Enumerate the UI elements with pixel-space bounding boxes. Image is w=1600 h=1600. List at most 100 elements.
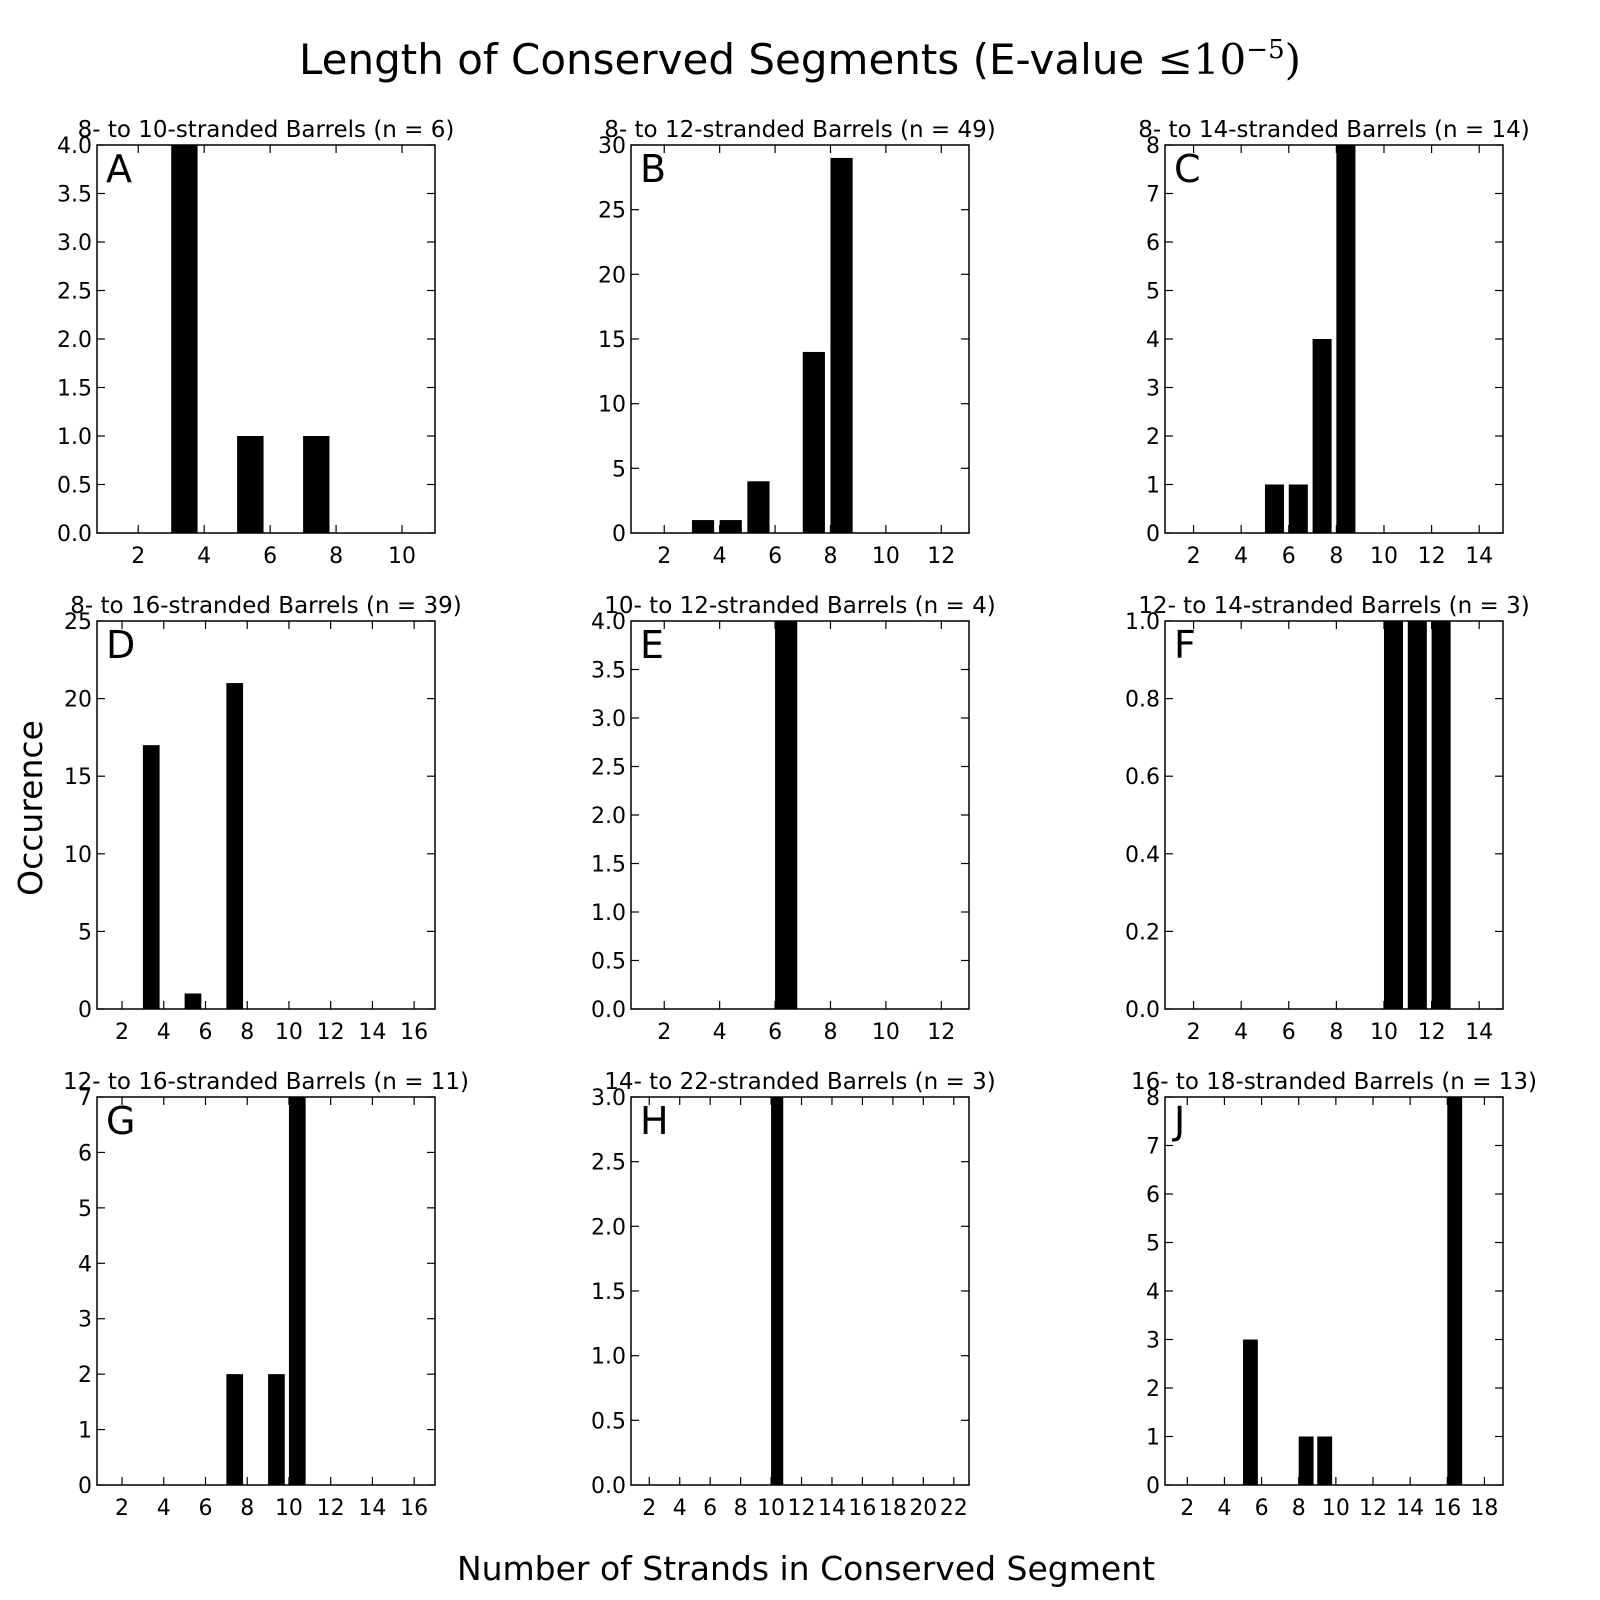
- subplot-title: 14- to 22-stranded Barrels (n = 3): [604, 1069, 995, 1095]
- plot-frame: [630, 144, 970, 534]
- bar: [1447, 1097, 1463, 1485]
- bar: [268, 1374, 285, 1485]
- x-tick-label: 14: [1465, 1020, 1493, 1045]
- figure-title: Length of Conserved Segments (E-value ≤1…: [299, 35, 1301, 84]
- panel-a: 2 4 6 8 10 0.0 0.5 1.0 1.5 2.0 2.5 3.0 3.5 4.08- to 1…: [57, 117, 454, 569]
- x-tick-label: 14: [358, 1496, 386, 1521]
- y-tick-label: 8: [1146, 1086, 1160, 1111]
- y-tick-label: 2.5: [57, 280, 92, 305]
- panels: 2 4 6 8 100.00.51.01.52.02.53.03.54.08- to 1…: [57, 117, 1537, 1521]
- x-tick-label: 6: [263, 544, 277, 569]
- bar: [1336, 145, 1356, 533]
- subplot-title: 8- to 10-stranded Barrels (n = 6): [78, 117, 455, 143]
- panel-letter: D: [106, 623, 135, 667]
- x-axis-label: Number of Strands in Conserved Segment: [457, 1549, 1155, 1588]
- y-tick-label: 30: [598, 134, 626, 159]
- x-tick-label: 12: [927, 1020, 955, 1045]
- subplot-title: 8- to 16-stranded Barrels (n = 39): [70, 593, 461, 619]
- x-tick-label: 4: [157, 1020, 171, 1045]
- x-tick-label: 6: [768, 544, 782, 569]
- x-tick-label: 6: [703, 1496, 717, 1521]
- y-tick-label: 2.5: [591, 1151, 626, 1176]
- y-tick-label: 10: [64, 843, 92, 868]
- y-tick-label: 1.0: [591, 1345, 626, 1370]
- y-tick-label: 20: [598, 263, 626, 288]
- bar: [1288, 484, 1308, 533]
- y-tick-label: 7: [1146, 1135, 1160, 1160]
- x-tick-label: 14: [1465, 544, 1493, 569]
- x-tick-label: 10: [275, 1020, 303, 1045]
- x-tick-label: 4: [197, 544, 211, 569]
- plot-frame: [96, 1096, 436, 1486]
- y-tick-label: 0.0: [1125, 998, 1160, 1023]
- x-tick-label: 4: [713, 544, 727, 569]
- y-tick-label: 0: [78, 1474, 92, 1499]
- x-tick-label: 2: [115, 1496, 129, 1521]
- bar: [142, 745, 160, 1009]
- y-tick-label: 6: [1146, 1183, 1160, 1208]
- x-tick-label: 14: [818, 1496, 846, 1521]
- bar: [775, 621, 798, 1009]
- x-tick-label: 14: [358, 1020, 386, 1045]
- subplot-title: 8- to 12-stranded Barrels (n = 49): [604, 117, 995, 143]
- subplot-title: 12- to 16-stranded Barrels (n = 11): [63, 1069, 469, 1095]
- x-tick-label: 2: [642, 1496, 656, 1521]
- y-tick-label: 1: [78, 1419, 92, 1444]
- panel-letter: A: [106, 147, 132, 191]
- bar: [171, 145, 198, 533]
- y-tick-label: 4.0: [57, 134, 92, 159]
- x-tick-label: 22: [940, 1496, 968, 1521]
- panel-letter: J: [1172, 1099, 1185, 1143]
- x-tick-label: 10: [1370, 544, 1398, 569]
- subplot-title: 8- to 14-stranded Barrels (n = 14): [1138, 117, 1529, 143]
- x-tick-label: 2: [1180, 1496, 1194, 1521]
- y-tick-label: 2.0: [591, 804, 626, 829]
- y-tick-label: 5: [78, 920, 92, 945]
- x-tick-label: 14: [1396, 1496, 1424, 1521]
- x-tick-label: 6: [198, 1496, 212, 1521]
- bar: [1298, 1436, 1314, 1485]
- subplot-title: 16- to 18-stranded Barrels (n = 13): [1131, 1069, 1537, 1095]
- x-tick-label: 6: [1282, 1020, 1296, 1045]
- y-axis-label: Occurence: [11, 720, 50, 896]
- panel-f: 2 4 6 8 10 12 14 0.0 0.2 0.4 0.6 0.8 1.012- to 14-st…: [1125, 593, 1530, 1045]
- y-tick-label: 3.5: [591, 659, 626, 684]
- x-tick-label: 6: [198, 1020, 212, 1045]
- x-tick-label: 20: [909, 1496, 937, 1521]
- x-tick-label: 2: [1187, 1020, 1201, 1045]
- y-tick-label: 3.0: [591, 1086, 626, 1111]
- bar: [1383, 621, 1404, 1009]
- x-tick-label: 8: [823, 1020, 837, 1045]
- x-tick-label: 2: [657, 544, 671, 569]
- y-tick-label: 0.5: [591, 950, 626, 975]
- y-tick-label: 5: [1146, 1232, 1160, 1257]
- bar: [1264, 484, 1285, 533]
- x-tick-label: 6: [1255, 1496, 1269, 1521]
- y-tick-label: 20: [64, 688, 92, 713]
- bar: [691, 520, 715, 533]
- y-tick-label: 0.0: [591, 998, 626, 1023]
- y-tick-label: 4: [1146, 328, 1160, 353]
- y-tick-label: 0: [1146, 1474, 1160, 1499]
- y-tick-label: 3.0: [591, 707, 626, 732]
- bar: [719, 520, 742, 533]
- subplot-title: 12- to 14-stranded Barrels (n = 3): [1138, 593, 1529, 619]
- x-tick-label: 12: [1418, 544, 1446, 569]
- x-tick-label: 10: [388, 544, 416, 569]
- x-tick-label: 16: [1433, 1496, 1461, 1521]
- panel-b: 2 4 6 8 10 12 0 5 10 15 20 25 308- to 12-stranded Ba…: [598, 117, 996, 569]
- plot-frame: [630, 620, 970, 1010]
- y-tick-label: 5: [1146, 280, 1160, 305]
- y-tick-label: 0.0: [57, 522, 92, 547]
- bar: [237, 436, 264, 533]
- y-tick-label: 3: [1146, 1329, 1160, 1354]
- y-tick-label: 0.4: [1125, 843, 1160, 868]
- y-tick-label: 1.5: [591, 853, 626, 878]
- x-tick-label: 4: [1234, 544, 1248, 569]
- bar: [1243, 1339, 1258, 1485]
- x-tick-label: 2: [1187, 544, 1201, 569]
- x-tick-label: 12: [788, 1496, 816, 1521]
- panel-h: 2 4 6 8 10 12 14 16 18 20 22 0.0 0.5 1.0 1.5 2.0 2.5 3.01…: [591, 1069, 996, 1521]
